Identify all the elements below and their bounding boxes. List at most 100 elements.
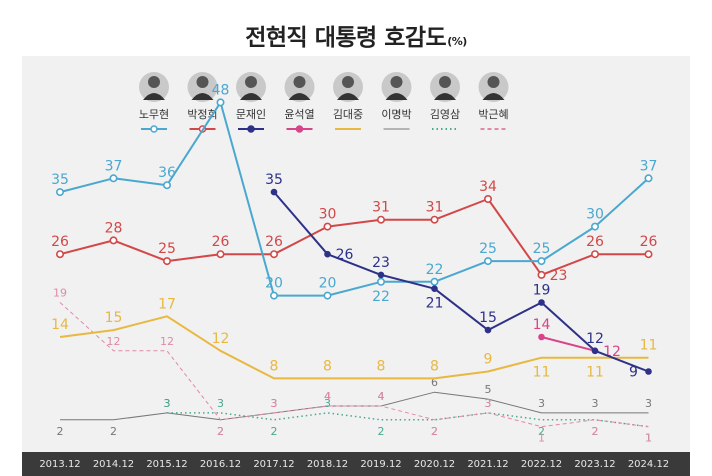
data-point <box>323 291 332 300</box>
data-point <box>484 326 492 334</box>
legend-marker <box>295 125 304 133</box>
data-label: 25 <box>158 241 176 257</box>
data-label: 19 <box>53 287 67 300</box>
data-label: 9 <box>484 352 493 368</box>
data-label: 25 <box>533 241 551 257</box>
x-tick-label: 2017.12 <box>253 459 294 470</box>
data-label: 3 <box>485 397 492 410</box>
data-label: 1 <box>645 432 652 445</box>
data-point <box>269 291 278 300</box>
data-label: 8 <box>377 358 386 374</box>
data-label: 3 <box>217 397 224 410</box>
data-label: 37 <box>640 158 658 174</box>
portrait-head <box>293 76 306 88</box>
data-label: 11 <box>640 338 658 354</box>
data-label: 3 <box>271 397 278 410</box>
data-point <box>537 257 546 266</box>
data-label: 3 <box>485 397 492 410</box>
title-unit: (%) <box>447 35 467 48</box>
data-label: 11 <box>533 365 551 381</box>
data-label: 2 <box>538 425 545 438</box>
data-point <box>269 250 278 259</box>
data-label: 8 <box>430 358 439 374</box>
portrait-body <box>240 93 262 100</box>
data-label: 3 <box>592 397 599 410</box>
data-label: 6 <box>431 376 438 389</box>
data-label: 21 <box>426 296 444 312</box>
data-label: 26 <box>51 234 69 250</box>
portrait-head <box>390 76 403 88</box>
data-label: 2 <box>217 425 224 438</box>
data-label: 14 <box>51 317 69 333</box>
data-point <box>163 257 172 266</box>
portrait-head <box>342 76 354 88</box>
legend-item-2: 박정희 <box>187 72 218 133</box>
data-point <box>644 250 653 259</box>
portrait-body <box>337 93 359 100</box>
legend-marker <box>150 125 158 133</box>
data-label: 26 <box>265 234 283 250</box>
data-point <box>431 285 438 293</box>
data-point <box>483 195 492 204</box>
legend-item-7: 김영삼 <box>430 72 460 130</box>
data-label: 2 <box>592 425 599 438</box>
legend-label: 김영삼 <box>430 108 460 121</box>
data-label: 17 <box>158 296 176 312</box>
data-label: 4 <box>378 390 385 403</box>
x-tick-label: 2023.12 <box>574 459 615 470</box>
data-point <box>538 299 545 306</box>
data-label: 14 <box>533 317 551 333</box>
x-axis-bar <box>22 452 690 476</box>
data-label: 2 <box>57 425 64 438</box>
series-박정희: 26 28 25 26 26 30 31 31 34 23 26 26 <box>51 179 657 284</box>
portrait-head <box>487 76 500 88</box>
data-point <box>163 181 172 190</box>
x-tick-label: 2018.12 <box>307 459 348 470</box>
data-label: 26 <box>212 234 230 250</box>
data-label: 37 <box>105 158 123 174</box>
series-line <box>59 101 650 297</box>
data-label: 2 <box>110 425 117 438</box>
series-line <box>59 302 649 428</box>
data-label: 3 <box>164 397 171 410</box>
legend-label: 이명박 <box>381 108 411 121</box>
portrait-head <box>245 76 257 88</box>
legend-item-5: 김대중 <box>333 72 363 130</box>
data-label: 4 <box>324 390 331 403</box>
data-label: 35 <box>265 172 283 188</box>
data-label: 20 <box>265 276 283 292</box>
data-label: 3 <box>324 397 331 410</box>
series-line <box>167 412 649 428</box>
portrait-body <box>191 93 214 100</box>
data-point <box>590 250 599 259</box>
portrait-body <box>288 93 311 100</box>
data-label: 20 <box>319 276 337 292</box>
x-tick-label: 2014.12 <box>93 459 134 470</box>
legend-label: 문재인 <box>236 108 266 121</box>
x-tick-label: 2015.12 <box>146 459 187 470</box>
data-point <box>430 215 439 224</box>
data-label: 3 <box>645 397 652 410</box>
data-label: 15 <box>105 310 123 326</box>
data-label: 4 <box>324 390 331 403</box>
legend-label: 윤석열 <box>284 108 314 121</box>
data-label: 3 <box>271 397 278 410</box>
data-point <box>376 277 385 286</box>
data-label: 22 <box>372 289 390 305</box>
data-label: 23 <box>550 268 568 284</box>
data-label: 2 <box>217 425 224 438</box>
data-label: 28 <box>105 220 123 236</box>
data-point <box>376 215 385 224</box>
data-point <box>644 174 653 183</box>
data-label: 19 <box>533 283 551 299</box>
data-point <box>323 222 332 231</box>
series-line <box>60 391 649 421</box>
legend-marker <box>247 125 255 133</box>
data-point <box>591 347 599 355</box>
data-label: 2 <box>431 425 438 438</box>
data-point <box>109 236 118 245</box>
data-label: 15 <box>479 310 497 326</box>
x-axis-ticks: 2013.12 2014.12 2015.12 2016.12 2017.12 2018.… <box>39 459 669 470</box>
